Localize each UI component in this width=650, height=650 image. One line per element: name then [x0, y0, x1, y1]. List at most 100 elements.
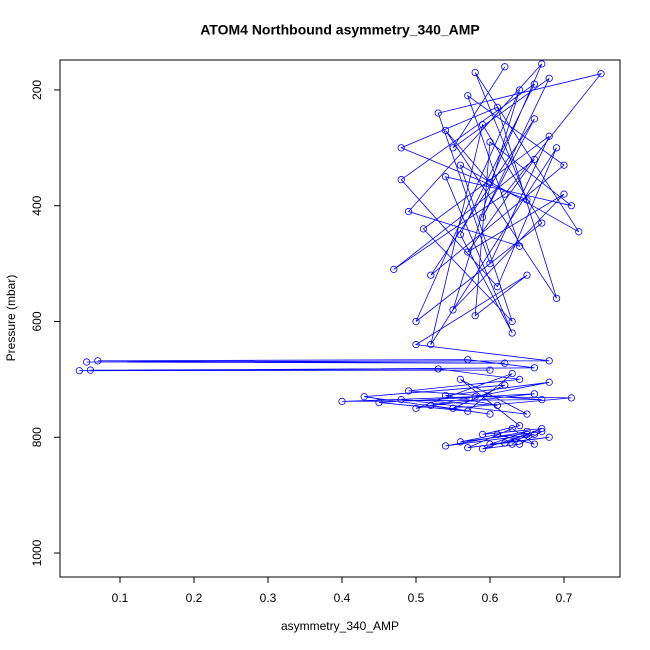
data-point [478, 445, 487, 453]
data-point [493, 430, 501, 438]
chart-title: ATOM4 Northbound asymmetry_340_AMP [200, 22, 480, 38]
data-point [486, 440, 494, 448]
data-point [530, 440, 538, 448]
y-tick-label: 1000 [30, 539, 44, 566]
data-point [508, 329, 516, 337]
data-point [515, 440, 524, 448]
data-point [434, 365, 442, 373]
data-point [338, 397, 346, 405]
data-point [567, 394, 575, 402]
y-tick-label: 400 [30, 195, 44, 215]
data-point [486, 178, 494, 187]
data-point [523, 196, 531, 204]
data-point [575, 228, 583, 236]
data-point [464, 407, 472, 415]
y-tick-label: 200 [30, 80, 44, 100]
data-point [523, 271, 531, 279]
data-point [560, 161, 568, 169]
data-point [515, 375, 524, 383]
data-point [545, 74, 553, 82]
data-point [412, 341, 420, 349]
data-point [75, 367, 83, 375]
data-point [478, 430, 487, 438]
data-point [464, 444, 472, 452]
x-tick-label: 0.1 [112, 591, 129, 605]
data-point [441, 126, 450, 135]
data-point [449, 306, 457, 314]
data-point [83, 358, 91, 366]
y-tick-label: 600 [30, 311, 44, 331]
data-point [538, 396, 546, 404]
data-point [597, 70, 605, 78]
data-point [545, 378, 553, 386]
data-point [486, 366, 494, 374]
data-point [560, 190, 568, 198]
data-point [545, 357, 553, 365]
data-point [456, 375, 464, 383]
data-point [538, 427, 546, 436]
data-point [397, 144, 405, 152]
data-point [412, 404, 420, 412]
data-point [530, 155, 538, 163]
data-point [486, 259, 494, 268]
plot-frame [59, 59, 621, 578]
data-point [545, 132, 553, 140]
data-point [523, 430, 531, 438]
data-point [552, 294, 561, 302]
data-point [427, 271, 435, 279]
data-point [501, 359, 509, 367]
data-point [538, 219, 546, 227]
data-point [375, 398, 383, 407]
data-point [501, 190, 509, 198]
data-point [508, 424, 516, 433]
data-point [441, 391, 450, 400]
data-point [486, 410, 494, 418]
data-point [449, 404, 457, 412]
data-point [530, 115, 538, 123]
data-point [530, 80, 538, 88]
data-point [471, 393, 479, 401]
data-point [464, 356, 472, 364]
x-tick-label: 0.4 [334, 591, 351, 605]
data-point [515, 242, 524, 250]
data-point [478, 121, 487, 129]
data-point [412, 317, 420, 326]
data-point [493, 283, 501, 291]
data-point [94, 357, 102, 365]
data-point [449, 144, 457, 152]
data-point [464, 248, 472, 256]
data-point [86, 366, 95, 374]
data-point [552, 144, 561, 152]
x-axis-label: asymmetry_340_AMP [281, 619, 399, 633]
data-point [471, 68, 479, 77]
data-point [427, 341, 435, 349]
data-point [538, 60, 546, 68]
data-point [471, 312, 479, 320]
data-point [493, 103, 501, 111]
data-point [486, 138, 494, 146]
data-point [464, 92, 472, 100]
x-tick-label: 0.3 [260, 591, 277, 605]
data-point [530, 364, 538, 372]
data-point [515, 86, 524, 94]
x-tick-label: 0.5 [408, 591, 425, 605]
data-point [427, 401, 435, 410]
data-point [530, 430, 538, 438]
data-point [478, 213, 487, 221]
data-point [360, 393, 368, 401]
data-point [397, 396, 405, 404]
data-point [456, 438, 464, 446]
data-point [508, 369, 516, 378]
data-point [404, 207, 413, 216]
x-tick-label: 0.2 [186, 591, 203, 605]
x-tick-label: 0.7 [556, 591, 573, 605]
data-point [508, 317, 516, 326]
data-point [434, 109, 442, 117]
data-point [493, 401, 501, 410]
data-point [538, 424, 546, 433]
data-point [515, 422, 524, 430]
data-point [456, 231, 464, 239]
data-point [508, 440, 516, 448]
